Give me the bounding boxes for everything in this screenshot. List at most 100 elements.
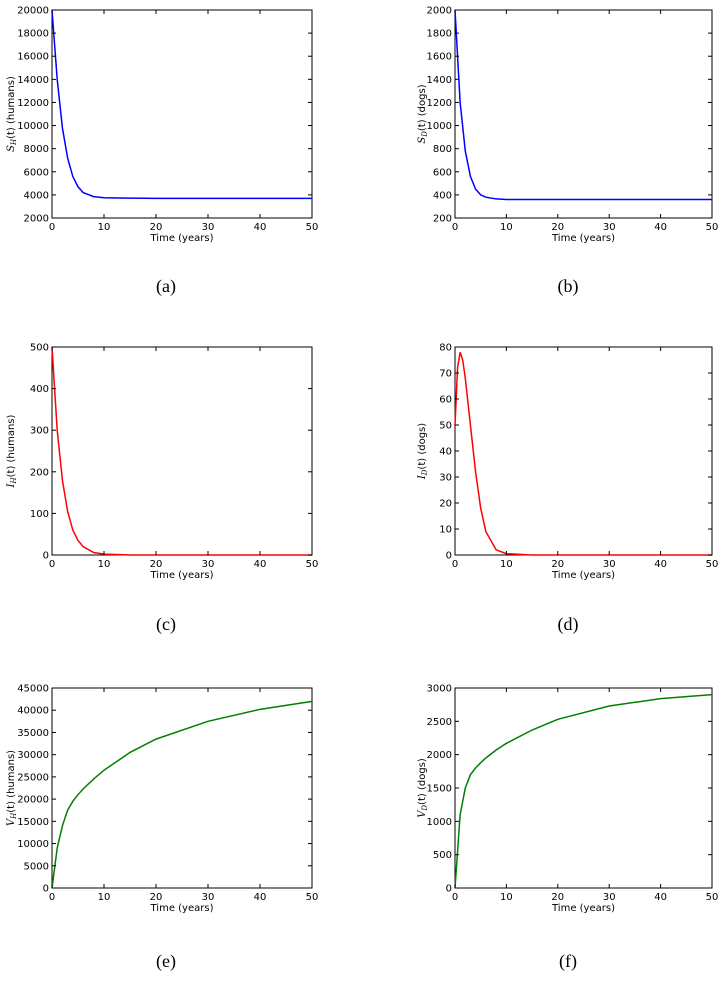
- data-line: [51, 346, 312, 556]
- y-tick-label: 1800: [427, 29, 452, 40]
- y-tick-label: 0: [446, 551, 452, 562]
- y-tick-label: 14000: [17, 75, 49, 86]
- y-tick-label: 50: [439, 421, 452, 432]
- y-tick-label: 40: [439, 447, 452, 458]
- x-axis-label: Time (years): [150, 903, 214, 914]
- x-tick-label: 40: [654, 559, 667, 570]
- x-tick-label: 0: [452, 559, 458, 570]
- y-tick-label: 6000: [24, 167, 49, 178]
- y-tick-label: 0: [446, 884, 452, 895]
- y-tick-label: 5000: [24, 861, 49, 872]
- x-tick-label: 20: [551, 892, 564, 903]
- y-tick-label: 500: [30, 343, 49, 354]
- x-tick-label: 0: [49, 222, 55, 233]
- x-tick-label: 40: [254, 222, 267, 233]
- y-label-rest: (t) (dogs): [417, 758, 428, 805]
- x-tick-label: 40: [254, 892, 267, 903]
- y-tick-label: 4000: [24, 190, 49, 201]
- y-tick-label: 30: [439, 473, 452, 484]
- y-label-symbol: I: [6, 482, 17, 488]
- x-tick-label: 10: [98, 559, 111, 570]
- y-tick-label: 400: [30, 384, 49, 395]
- x-tick-label: 40: [254, 559, 267, 570]
- x-tick-label: 0: [452, 222, 458, 233]
- x-tick-label: 40: [654, 892, 667, 903]
- y-tick-label: 1500: [427, 784, 452, 795]
- panel-caption: (a): [156, 276, 176, 297]
- y-label-symbol: V: [6, 817, 17, 826]
- x-tick-label: 30: [603, 559, 616, 570]
- y-axis-label: SH(t) (humans): [6, 76, 18, 152]
- y-label-rest: (t) (humans): [6, 414, 17, 477]
- y-tick-label: 60: [439, 395, 452, 406]
- y-tick-label: 10000: [17, 121, 49, 132]
- x-tick-label: 20: [150, 892, 163, 903]
- plot-frame: [454, 9, 713, 219]
- y-label-sub: H: [10, 476, 18, 484]
- y-tick-label: 40000: [17, 706, 49, 717]
- y-tick-label: 10000: [17, 839, 49, 850]
- x-tick-label: 20: [150, 222, 163, 233]
- x-tick-label: 30: [202, 222, 215, 233]
- panel-caption: (e): [156, 951, 176, 972]
- panel-caption: (b): [558, 276, 579, 297]
- x-tick-label: 50: [306, 559, 319, 570]
- y-tick-label: 80: [439, 343, 452, 354]
- x-axis-label: Time (years): [150, 570, 214, 581]
- y-axis-label: ID(t) (dogs): [417, 423, 429, 480]
- y-tick-label: 20: [439, 499, 452, 510]
- x-tick-label: 40: [654, 222, 667, 233]
- y-label-sub: D: [421, 805, 429, 812]
- y-tick-label: 2500: [427, 717, 452, 728]
- y-label-rest: (t) (humans): [6, 750, 17, 813]
- y-axis-label: VD(t) (dogs): [417, 758, 429, 818]
- x-tick-label: 30: [202, 559, 215, 570]
- y-tick-label: 500: [433, 850, 452, 861]
- y-tick-label: 600: [433, 167, 452, 178]
- x-tick-label: 10: [500, 892, 513, 903]
- plot-frame: [51, 346, 313, 556]
- panel-caption: (c): [156, 614, 176, 635]
- x-tick-label: 10: [98, 222, 111, 233]
- x-tick-label: 10: [500, 559, 513, 570]
- y-tick-label: 25000: [17, 772, 49, 783]
- x-tick-label: 10: [98, 892, 111, 903]
- plot-frame: [454, 687, 713, 889]
- data-line: [454, 693, 713, 889]
- y-tick-label: 0: [43, 884, 49, 895]
- x-tick-label: 20: [150, 559, 163, 570]
- y-label-sub: H: [10, 812, 18, 820]
- x-tick-label: 50: [306, 892, 319, 903]
- y-axis-label: SD(t) (dogs): [417, 84, 429, 143]
- y-tick-label: 15000: [17, 817, 49, 828]
- y-tick-label: 16000: [17, 52, 49, 63]
- y-tick-label: 2000: [427, 6, 452, 17]
- x-tick-label: 0: [49, 559, 55, 570]
- y-label-symbol: S: [417, 137, 428, 144]
- x-axis-label: Time (years): [551, 903, 615, 914]
- x-tick-label: 0: [452, 892, 458, 903]
- plot-frame: [51, 687, 313, 889]
- x-axis-label: Time (years): [150, 233, 214, 244]
- data-line: [454, 9, 712, 201]
- panel-caption: (d): [558, 614, 579, 635]
- x-tick-label: 50: [306, 222, 319, 233]
- y-label-rest: (t) (humans): [6, 76, 17, 139]
- y-tick-label: 30000: [17, 750, 49, 761]
- plot-frame: [51, 9, 313, 219]
- x-tick-label: 30: [603, 222, 616, 233]
- y-tick-label: 300: [30, 426, 49, 437]
- y-label-sub: H: [10, 138, 18, 146]
- y-tick-label: 1000: [427, 817, 452, 828]
- y-tick-label: 200: [30, 467, 49, 478]
- data-line: [454, 351, 712, 556]
- y-tick-label: 45000: [17, 684, 49, 695]
- y-tick-label: 400: [433, 190, 452, 201]
- x-tick-label: 50: [706, 222, 719, 233]
- x-tick-label: 50: [706, 892, 719, 903]
- x-tick-label: 20: [551, 222, 564, 233]
- x-tick-label: 30: [603, 892, 616, 903]
- x-tick-label: 50: [706, 559, 719, 570]
- y-label-sub: D: [421, 131, 429, 138]
- y-tick-label: 1600: [427, 52, 452, 63]
